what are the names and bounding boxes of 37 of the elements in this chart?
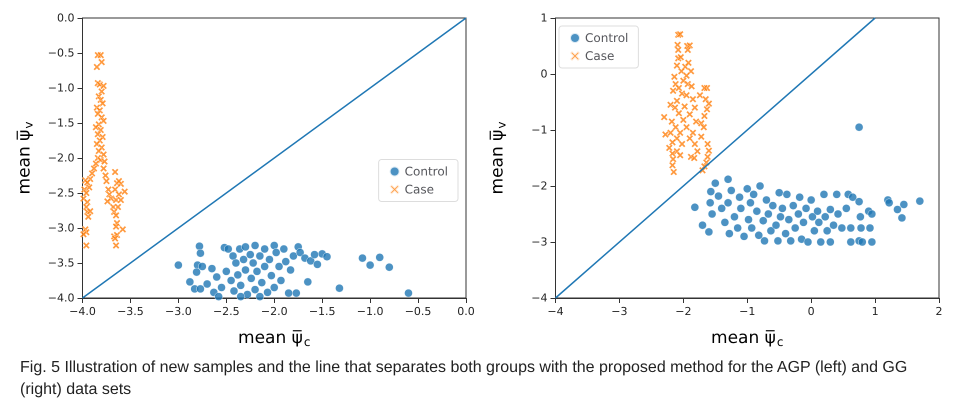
y-tick-label: −2.0 — [48, 152, 74, 164]
x-tick-label: −3 — [611, 305, 628, 318]
legend-label: Control — [585, 31, 628, 45]
legend-label: Case — [404, 182, 434, 196]
x-tick-label: −2.0 — [260, 305, 288, 318]
legend-label: Control — [404, 164, 448, 178]
y-tick-label: −1.0 — [48, 82, 74, 94]
y-axis-title: mean ψ̅v — [488, 122, 508, 194]
caption: Fig. 5 Illustration of new samples and the line that separates both groups with the proposed method for the AGP (left) and GG (right) data sets — [19, 358, 908, 400]
x-tick-label: −3.0 — [165, 305, 192, 318]
x-tick-label: −1 — [739, 305, 756, 318]
x-tick-label: −1.0 — [356, 305, 384, 318]
y-tick-label: 1 — [540, 12, 548, 24]
x-tick-label: 0.0 — [457, 305, 475, 318]
y-tick-label: −3.0 — [48, 222, 74, 234]
y-tick-label: −3 — [531, 236, 548, 248]
y-axis-title: mean ψ̅v — [14, 122, 36, 194]
y-tick-label: −0.5 — [48, 46, 74, 60]
legend-label: Case — [585, 49, 614, 63]
y-tick-label: −2.5 — [48, 186, 74, 200]
x-tick-label: −2 — [675, 305, 692, 318]
y-tick-label: −2 — [531, 180, 548, 192]
x-tick-label: 0 — [808, 305, 815, 318]
y-tick-label: −1.5 — [48, 116, 74, 130]
y-tick-label: −4 — [531, 292, 548, 304]
y-tick-label: −3.5 — [48, 256, 74, 270]
y-tick-label: 0.0 — [57, 12, 74, 24]
x-tick-label: −1.5 — [308, 305, 336, 318]
x-tick-label: −4.0 — [69, 305, 96, 318]
y-tick-label: 0 — [540, 68, 548, 80]
x-tick-label: −0.5 — [404, 305, 432, 318]
x-tick-label: 1 — [872, 305, 879, 318]
x-tick-label: 2 — [936, 305, 942, 318]
x-tick-label: −3.5 — [117, 305, 144, 318]
y-tick-label: −4.0 — [48, 292, 74, 304]
y-tick-label: −1 — [531, 124, 548, 136]
x-tick-label: −2.5 — [212, 305, 240, 318]
